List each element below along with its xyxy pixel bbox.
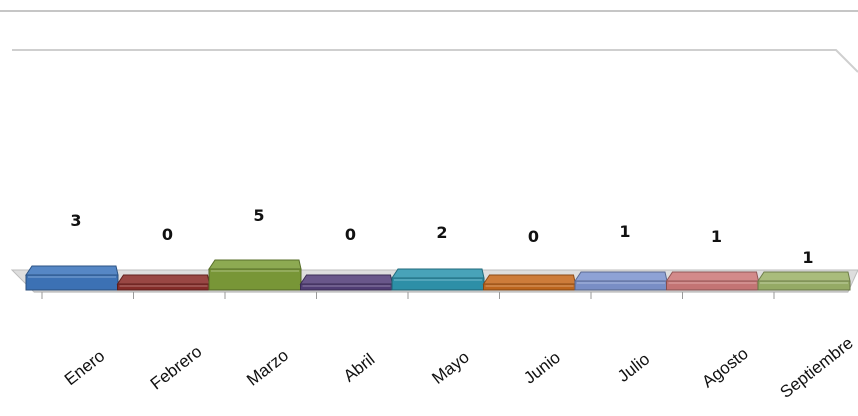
x-tick-label: Agosto <box>698 344 751 392</box>
value-label: 2 <box>436 223 447 242</box>
bar-front-face <box>117 283 210 291</box>
bar-front-face <box>574 280 668 291</box>
bar-top-face <box>665 271 760 282</box>
x-tick-label: Febrero <box>147 342 206 394</box>
value-label: 0 <box>345 225 356 244</box>
value-label: 5 <box>253 206 264 225</box>
bar-top-face <box>299 274 394 285</box>
value-label: 0 <box>162 225 173 244</box>
bar-front-face <box>208 268 302 291</box>
x-tick-label: Abril <box>340 350 379 386</box>
x-tick-label: Septiembre <box>777 333 857 401</box>
bar-top-face <box>25 265 119 276</box>
bar-junio <box>482 274 577 291</box>
value-label: 1 <box>802 248 813 267</box>
value-label: 0 <box>528 227 539 246</box>
bar-septiembre <box>757 271 851 291</box>
x-tick-label: Marzo <box>243 346 292 390</box>
x-tick-label: Mayo <box>428 347 472 388</box>
bar-top-face <box>757 271 851 282</box>
bar-front-face <box>300 283 393 291</box>
value-label: 3 <box>70 211 81 230</box>
bars-group <box>25 259 851 291</box>
bar-mayo <box>391 268 485 291</box>
bar-agosto <box>665 271 760 291</box>
x-axis-ticks <box>41 292 775 299</box>
bar-julio <box>574 271 668 291</box>
value-labels-group: 3 0 5 0 2 0 1 1 1 <box>70 206 813 267</box>
back-wall-edge <box>12 49 858 73</box>
bar-top-face <box>116 274 211 285</box>
x-axis-labels-group: Enero Febrero Marzo Abril Mayo Junio Julio Agos… <box>61 333 857 401</box>
value-label: 1 <box>619 222 630 241</box>
bar-front-face <box>757 280 851 291</box>
x-tick-label: Junio <box>520 348 564 388</box>
bar-front-face <box>666 280 759 291</box>
bar-enero <box>25 265 119 291</box>
bar-abril <box>299 274 394 291</box>
bar-front-face <box>483 283 576 291</box>
x-tick-label: Enero <box>61 346 108 389</box>
bar-febrero <box>116 274 211 291</box>
bar-top-face <box>208 259 302 270</box>
bar-top-face <box>391 268 485 279</box>
bar-top-face <box>482 274 577 285</box>
bar-marzo <box>208 259 302 291</box>
value-label: 1 <box>711 227 722 246</box>
bar-top-face <box>574 271 668 282</box>
x-tick-label: Julio <box>614 349 653 386</box>
